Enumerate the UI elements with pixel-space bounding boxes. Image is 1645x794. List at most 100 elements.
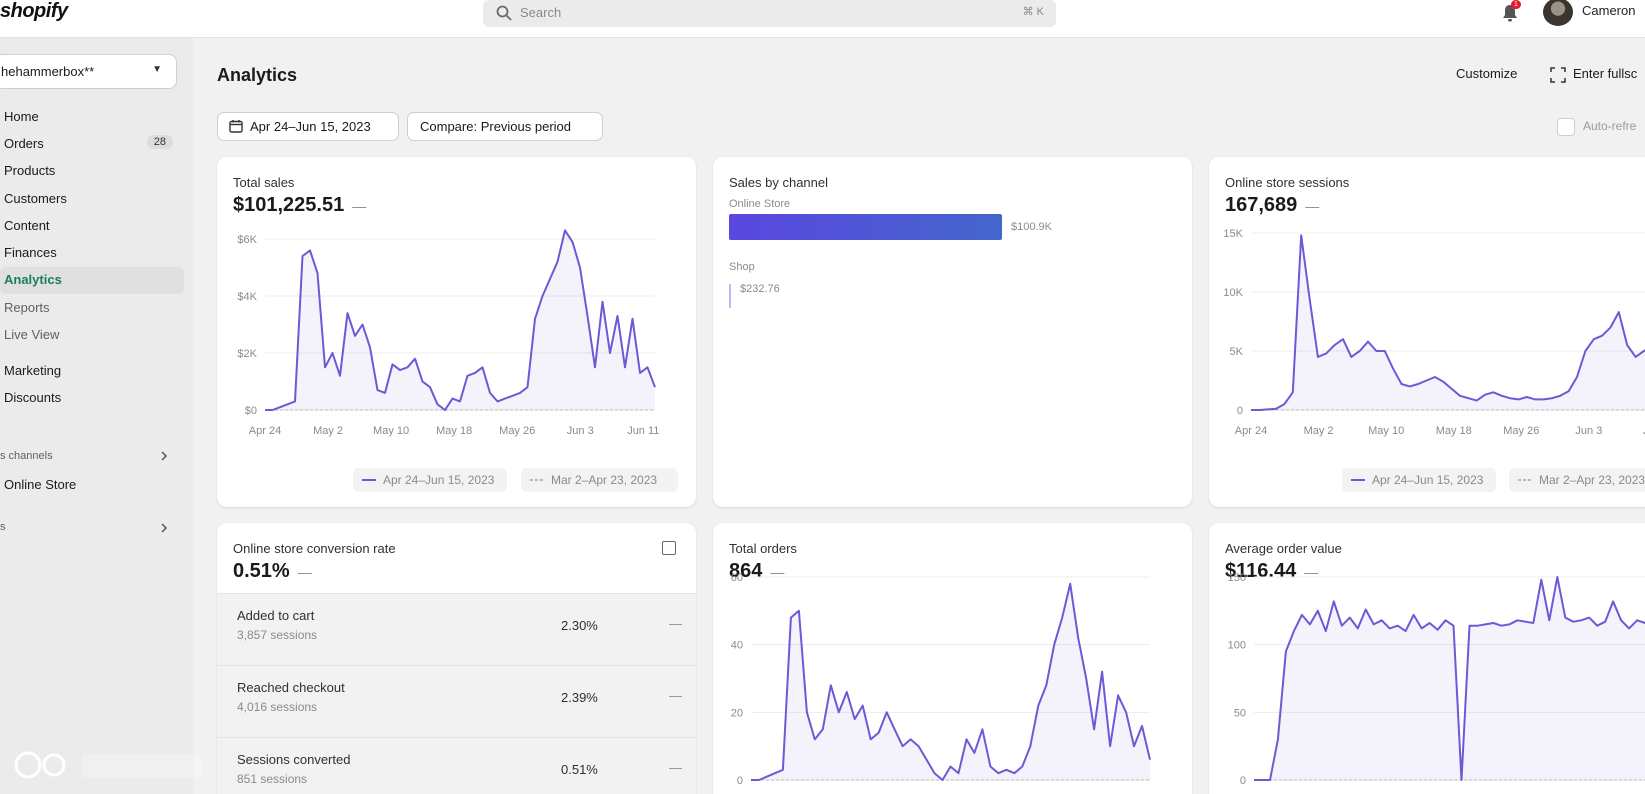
card-title: Total orders bbox=[729, 541, 797, 556]
y-tick-label: $0 bbox=[245, 405, 257, 417]
x-tick-label: Jun 1 bbox=[1643, 425, 1645, 437]
x-tick-label: Apr 24 bbox=[249, 425, 281, 437]
legend-label: Mar 2–Apr 23, 2023 bbox=[1539, 473, 1645, 487]
x-tick-label: May 26 bbox=[1503, 425, 1539, 437]
sidebar-item-marketing[interactable]: Marketing bbox=[0, 358, 184, 385]
conversion-step-label: Reached checkout bbox=[237, 680, 345, 695]
total-sales-card[interactable]: Total sales $101,225.51 — $6K $4K $2K $0 Apr … bbox=[217, 157, 696, 507]
sidebar-item-home[interactable]: Home bbox=[0, 104, 184, 131]
conversion-step-rate: 0.51% bbox=[561, 762, 598, 777]
x-tick-label: May 2 bbox=[313, 425, 343, 437]
channel-name: Shop bbox=[729, 261, 755, 273]
conversion-step-rate: 2.30% bbox=[561, 618, 598, 633]
sidebar-item-analytics[interactable]: Analytics bbox=[0, 267, 184, 294]
legend-current-period[interactable]: Apr 24–Jun 15, 2023 bbox=[353, 468, 507, 492]
store-selector[interactable]: hehammerbox** ▼ bbox=[0, 54, 177, 89]
total-orders-card[interactable]: Total orders 864— 60 40 20 0 bbox=[713, 523, 1192, 794]
sidebar-item-label: Products bbox=[4, 163, 56, 178]
legend-previous-period[interactable]: Mar 2–Apr 23, 2023 bbox=[521, 468, 678, 492]
compare-button[interactable]: Compare: Previous period bbox=[407, 112, 603, 141]
y-tick-label: 50 bbox=[1234, 707, 1246, 719]
legend-swatch bbox=[1351, 479, 1365, 481]
sidebar-item-products[interactable]: Products bbox=[0, 158, 184, 185]
channel-bar-online-store[interactable] bbox=[729, 214, 1002, 240]
sidebar-item-label: Reports bbox=[4, 300, 50, 315]
legend-label: Apr 24–Jun 15, 2023 bbox=[383, 473, 495, 487]
sessions-chart[interactable]: 15K 10K 5K 0 Apr 24 May 2 May 10 May 18 May 26 Ju… bbox=[1209, 157, 1645, 457]
sessions-card[interactable]: Online store sessions 167,689 — 15K 10K 5K 0… bbox=[1209, 157, 1645, 507]
shopify-logo[interactable]: shopify bbox=[0, 0, 68, 22]
search-bar[interactable]: Search ⌘ K bbox=[483, 0, 1056, 27]
top-bar: shopify Search ⌘ K 1 Cameron bbox=[0, 0, 1645, 38]
sidebar-item-customers[interactable]: Customers bbox=[0, 186, 184, 213]
card-title: Average order value bbox=[1225, 541, 1342, 556]
legend-swatch bbox=[530, 479, 544, 481]
sidebar-item-label: Finances bbox=[4, 245, 57, 260]
y-tick-label: $6K bbox=[237, 234, 257, 246]
channel-bar-shop[interactable] bbox=[729, 284, 731, 308]
change-indicator: — bbox=[770, 564, 785, 580]
customize-button[interactable]: Customize bbox=[1456, 66, 1518, 81]
notification-badge: 1 bbox=[1511, 0, 1521, 9]
conversion-step-rate: 2.39% bbox=[561, 690, 598, 705]
y-tick-label: $2K bbox=[237, 348, 257, 360]
y-tick-label: 40 bbox=[731, 640, 743, 652]
change-indicator: — bbox=[669, 760, 682, 775]
sidebar-item-discounts[interactable]: Discounts bbox=[0, 385, 184, 412]
card-title: Online store sessions bbox=[1225, 175, 1350, 190]
total-sales-chart[interactable]: $6K $4K $2K $0 Apr 24 May 2 May 10 May 18 May 26… bbox=[217, 157, 696, 457]
channel-name: Online Store bbox=[729, 198, 791, 210]
auto-refresh-checkbox[interactable] bbox=[1557, 118, 1575, 136]
sidebar: hehammerbox** ▼ Home Orders 28 Products C… bbox=[0, 38, 193, 794]
chart-icon[interactable] bbox=[662, 541, 676, 555]
fullscreen-button[interactable]: Enter fullsc bbox=[1573, 66, 1638, 81]
x-tick-label: Jun 11 bbox=[627, 425, 659, 437]
x-tick-label: May 18 bbox=[436, 425, 472, 437]
user-name[interactable]: Cameron bbox=[1582, 3, 1636, 18]
chevron-right-icon[interactable] bbox=[158, 450, 170, 462]
y-tick-label: 5K bbox=[1230, 346, 1244, 358]
y-tick-label: 0 bbox=[1240, 775, 1246, 787]
avatar[interactable] bbox=[1543, 0, 1573, 26]
conversion-row-sessions-converted[interactable]: Sessions converted 851 sessions 0.51% — bbox=[217, 737, 696, 794]
compare-label: Compare: Previous period bbox=[420, 119, 572, 134]
legend-current-period[interactable]: Apr 24–Jun 15, 2023 bbox=[1342, 468, 1496, 492]
x-tick-label: Apr 24 bbox=[1235, 425, 1267, 437]
sidebar-item-label: Home bbox=[4, 109, 39, 124]
channel-value: $232.76 bbox=[740, 283, 780, 295]
sidebar-item-content[interactable]: Content bbox=[0, 213, 184, 240]
conversion-row-reached-checkout[interactable]: Reached checkout 4,016 sessions 2.39% — bbox=[217, 665, 696, 737]
aov-chart[interactable]: 150 100 50 0 bbox=[1209, 523, 1645, 794]
caret-down-icon: ▼ bbox=[152, 64, 162, 75]
card-title: Sales by channel bbox=[729, 175, 829, 190]
legend-label: Apr 24–Jun 15, 2023 bbox=[1372, 473, 1484, 487]
auto-refresh-label: Auto-refre bbox=[1583, 119, 1637, 133]
chevron-right-icon[interactable] bbox=[158, 522, 170, 534]
y-tick-label: 15K bbox=[1223, 228, 1243, 240]
x-tick-label: May 10 bbox=[373, 425, 409, 437]
x-tick-label: May 2 bbox=[1304, 425, 1334, 437]
sidebar-item-reports[interactable]: Reports bbox=[0, 295, 184, 322]
sidebar-item-label: Online Store bbox=[4, 477, 77, 492]
x-tick-label: May 18 bbox=[1436, 425, 1472, 437]
date-range-picker[interactable]: Apr 24–Jun 15, 2023 bbox=[217, 112, 399, 141]
average-order-value-card[interactable]: Average order value $116.44— 150 100 50 0 bbox=[1209, 523, 1645, 794]
sales-by-channel-card[interactable]: Sales by channel Online Store $100.9K Sh… bbox=[713, 157, 1192, 507]
sessions-value: 167,689 — bbox=[1225, 194, 1319, 217]
fullscreen-icon[interactable] bbox=[1550, 67, 1566, 83]
change-indicator: — bbox=[1305, 198, 1320, 214]
search-placeholder: Search bbox=[520, 5, 562, 20]
total-orders-chart[interactable]: 60 40 20 0 bbox=[713, 523, 1192, 794]
sidebar-item-label: Customers bbox=[4, 191, 67, 206]
sidebar-item-finances[interactable]: Finances bbox=[0, 240, 184, 267]
sidebar-item-live-view[interactable]: Live View bbox=[0, 322, 184, 349]
sidebar-item-orders[interactable]: Orders 28 bbox=[0, 131, 184, 158]
series-line bbox=[1254, 576, 1645, 781]
y-tick-label: 150 bbox=[1228, 572, 1246, 584]
conversion-row-added-to-cart[interactable]: Added to cart 3,857 sessions 2.30% — bbox=[217, 593, 696, 665]
change-indicator: — bbox=[669, 616, 682, 631]
date-range-label: Apr 24–Jun 15, 2023 bbox=[250, 119, 371, 134]
legend-previous-period[interactable]: Mar 2–Apr 23, 2023 bbox=[1509, 468, 1645, 492]
sidebar-item-online-store[interactable]: Online Store bbox=[0, 472, 184, 499]
conversion-rate-card[interactable]: Online store conversion rate 0.51% — Adde… bbox=[217, 523, 696, 794]
